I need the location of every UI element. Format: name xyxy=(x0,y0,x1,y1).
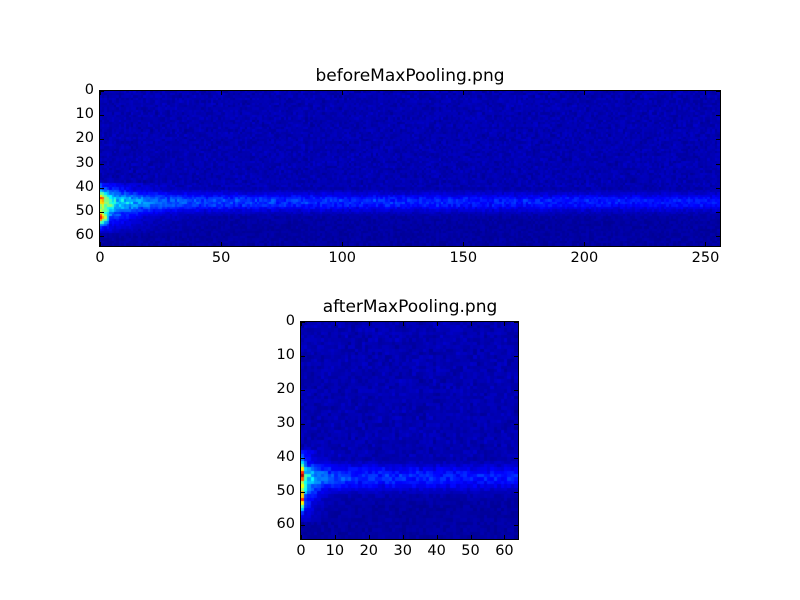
top-y-tick-mark xyxy=(716,163,720,165)
bottom-y-tick-mark xyxy=(514,389,518,391)
bottom-x-tick-mark xyxy=(504,535,506,539)
bottom-y-tick-mark xyxy=(301,389,305,391)
bottom-x-tick-mark xyxy=(436,322,438,326)
bottom-y-tick-mark xyxy=(301,355,305,357)
top-y-tick-mark xyxy=(716,187,720,189)
top-x-tick-mark xyxy=(221,242,223,246)
bottom-y-tick-label: 50 xyxy=(276,482,295,499)
bottom-x-tick-mark xyxy=(368,535,370,539)
bottom-y-tick-label: 40 xyxy=(276,448,295,465)
top-y-tick-mark xyxy=(716,115,720,117)
top-y-tick-mark xyxy=(716,212,720,214)
top-x-tick-mark xyxy=(584,91,586,95)
bottom-chart-title: afterMaxPooling.png xyxy=(322,297,498,317)
top-x-tick-mark xyxy=(463,242,465,246)
top-x-tick-label: 50 xyxy=(211,250,231,266)
bottom-x-tick-mark xyxy=(301,322,302,326)
top-y-tick-mark xyxy=(100,236,104,238)
top-x-tick-mark xyxy=(100,242,101,246)
bottom-x-tick-label: 10 xyxy=(325,543,345,559)
top-x-tick-mark xyxy=(705,91,707,95)
bottom-x-tick-mark xyxy=(368,322,370,326)
bottom-x-tick-mark xyxy=(436,535,438,539)
top-x-tick-label: 200 xyxy=(570,250,599,266)
top-y-tick-mark xyxy=(716,236,720,238)
top-x-tick-label: 0 xyxy=(95,250,105,266)
top-y-tick-mark xyxy=(100,163,104,165)
top-y-tick-mark xyxy=(716,91,720,92)
bottom-y-tick-label: 0 xyxy=(285,313,295,329)
top-x-tick-mark xyxy=(584,242,586,246)
bottom-x-tick-mark xyxy=(402,535,404,539)
bottom-x-tick-label: 20 xyxy=(359,543,379,559)
top-y-tick-label: 0 xyxy=(84,82,94,98)
top-y-tick-mark xyxy=(100,212,104,214)
top-y-tick-label: 60 xyxy=(75,227,94,244)
bottom-x-tick-label: 50 xyxy=(461,543,480,559)
top-x-tick-label: 150 xyxy=(449,250,478,266)
bottom-x-tick-mark xyxy=(470,535,472,539)
bottom-x-tick-label: 40 xyxy=(427,543,446,559)
bottom-y-tick-mark xyxy=(514,322,518,323)
bottom-x-tick-mark xyxy=(504,322,506,326)
top-chart-title: beforeMaxPooling.png xyxy=(315,66,505,86)
top-y-tick-label: 30 xyxy=(75,154,94,171)
top-y-tick-label: 10 xyxy=(75,106,94,123)
top-y-tick-label: 20 xyxy=(75,130,94,147)
top-heatmap-image xyxy=(100,91,720,246)
top-x-tick-mark xyxy=(100,91,101,95)
bottom-y-tick-label: 60 xyxy=(276,516,295,533)
bottom-y-tick-mark xyxy=(301,423,305,425)
bottom-x-tick-mark xyxy=(470,322,472,326)
bottom-x-tick-mark xyxy=(402,322,404,326)
top-y-tick-mark xyxy=(100,115,104,117)
top-x-tick-mark xyxy=(221,91,223,95)
bottom-heatmap-image xyxy=(301,322,518,539)
bottom-y-tick-label: 10 xyxy=(276,346,295,363)
bottom-y-tick-mark xyxy=(514,355,518,357)
top-y-tick-mark xyxy=(716,139,720,141)
top-y-tick-mark xyxy=(100,187,104,189)
bottom-y-tick-label: 30 xyxy=(276,414,295,431)
bottom-heatmap-axes xyxy=(300,321,519,540)
top-x-tick-label: 100 xyxy=(328,250,357,266)
bottom-y-tick-mark xyxy=(514,491,518,493)
top-y-tick-label: 40 xyxy=(75,178,94,195)
top-x-tick-mark xyxy=(342,242,344,246)
bottom-y-tick-label: 20 xyxy=(276,380,295,397)
top-y-tick-mark xyxy=(100,139,104,141)
bottom-x-tick-label: 30 xyxy=(393,543,412,559)
top-y-tick-label: 50 xyxy=(75,203,94,220)
top-y-tick-mark xyxy=(100,91,104,92)
bottom-y-tick-mark xyxy=(301,457,305,459)
bottom-x-tick-label: 0 xyxy=(296,543,306,559)
bottom-y-tick-mark xyxy=(514,525,518,527)
bottom-y-tick-mark xyxy=(301,322,305,323)
bottom-y-tick-mark xyxy=(514,423,518,425)
top-x-tick-mark xyxy=(342,91,344,95)
bottom-x-tick-mark xyxy=(301,535,302,539)
bottom-y-tick-mark xyxy=(301,491,305,493)
bottom-y-tick-mark xyxy=(301,525,305,527)
bottom-x-tick-mark xyxy=(334,322,336,326)
bottom-y-tick-mark xyxy=(514,457,518,459)
top-x-tick-mark xyxy=(705,242,707,246)
top-x-tick-mark xyxy=(463,91,465,95)
top-x-tick-label: 250 xyxy=(691,250,720,266)
top-heatmap-axes xyxy=(99,90,721,247)
bottom-x-tick-mark xyxy=(334,535,336,539)
bottom-x-tick-label: 60 xyxy=(495,543,514,559)
